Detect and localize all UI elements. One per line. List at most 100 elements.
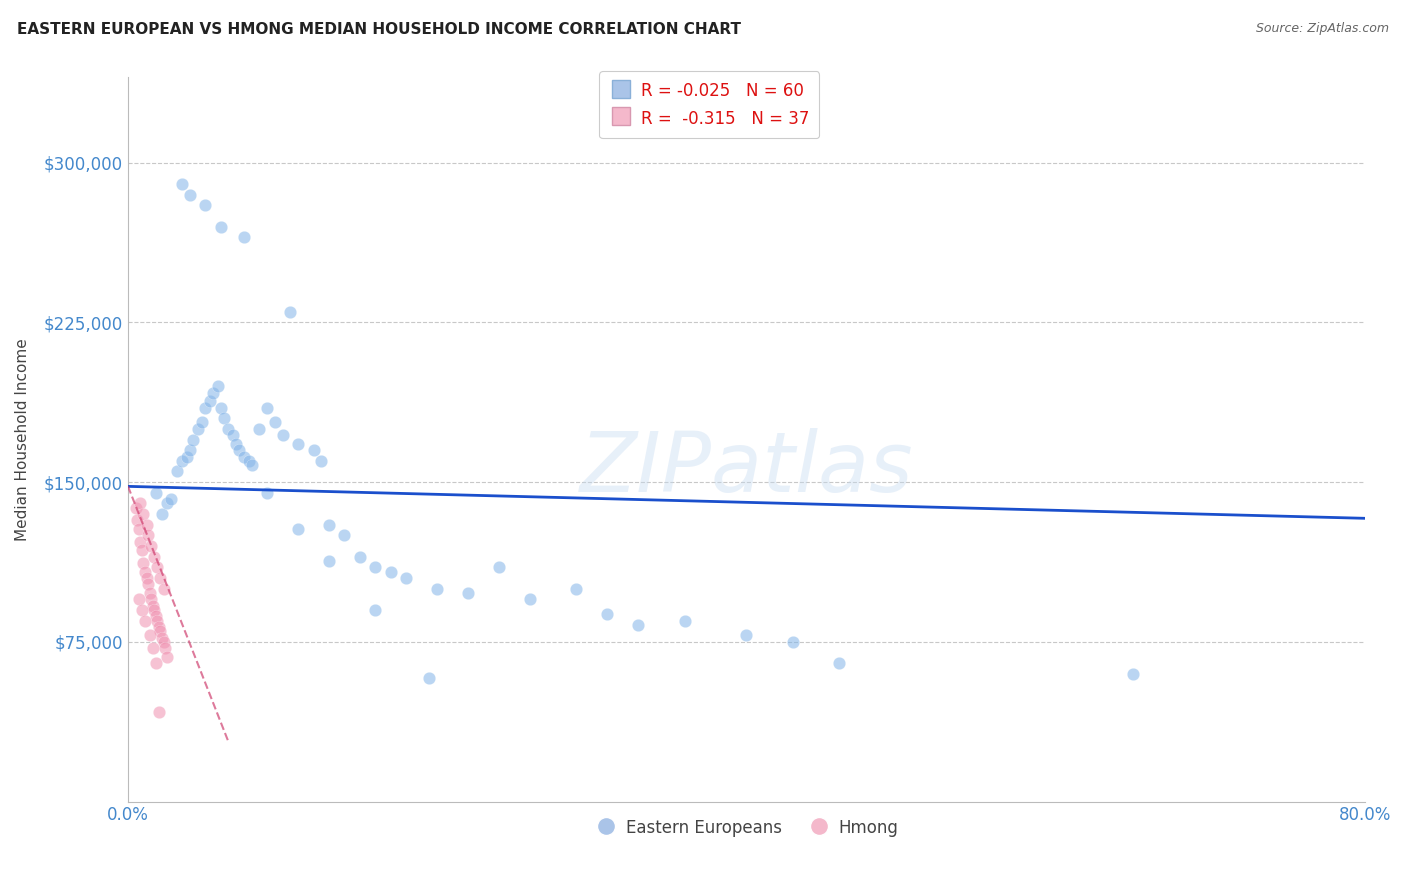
Point bbox=[156, 496, 179, 510]
Point bbox=[309, 454, 332, 468]
Point bbox=[212, 411, 235, 425]
Point bbox=[488, 560, 510, 574]
Point bbox=[218, 422, 240, 436]
Legend: Eastern Europeans, Hmong: Eastern Europeans, Hmong bbox=[588, 812, 905, 844]
Point bbox=[179, 443, 201, 458]
Point bbox=[152, 635, 174, 649]
Point bbox=[146, 614, 169, 628]
Point bbox=[271, 428, 294, 442]
Point bbox=[150, 507, 173, 521]
Point bbox=[143, 603, 166, 617]
Point bbox=[149, 624, 172, 639]
Point bbox=[828, 656, 851, 670]
Point bbox=[129, 534, 152, 549]
Point bbox=[134, 614, 156, 628]
Point bbox=[135, 517, 157, 532]
Point bbox=[364, 560, 387, 574]
Point bbox=[457, 586, 479, 600]
Point bbox=[131, 543, 153, 558]
Point bbox=[194, 401, 217, 415]
Point bbox=[333, 528, 356, 542]
Point bbox=[207, 379, 229, 393]
Point bbox=[146, 560, 169, 574]
Point bbox=[150, 631, 173, 645]
Point bbox=[128, 592, 150, 607]
Point bbox=[349, 549, 371, 564]
Point bbox=[145, 609, 167, 624]
Point bbox=[565, 582, 588, 596]
Point bbox=[145, 485, 167, 500]
Point bbox=[136, 577, 159, 591]
Point bbox=[202, 385, 225, 400]
Point bbox=[735, 628, 758, 642]
Point bbox=[172, 454, 194, 468]
Point bbox=[380, 565, 402, 579]
Point bbox=[145, 656, 167, 670]
Point bbox=[228, 443, 250, 458]
Point bbox=[191, 416, 214, 430]
Point bbox=[222, 428, 245, 442]
Point bbox=[364, 603, 387, 617]
Point bbox=[233, 230, 256, 244]
Point bbox=[395, 571, 418, 585]
Point bbox=[256, 485, 278, 500]
Text: EASTERN EUROPEAN VS HMONG MEDIAN HOUSEHOLD INCOME CORRELATION CHART: EASTERN EUROPEAN VS HMONG MEDIAN HOUSEHO… bbox=[17, 22, 741, 37]
Point bbox=[143, 549, 166, 564]
Point bbox=[138, 586, 160, 600]
Point bbox=[142, 641, 165, 656]
Point bbox=[256, 401, 278, 415]
Point bbox=[1122, 666, 1144, 681]
Point bbox=[198, 394, 221, 409]
Point bbox=[156, 649, 179, 664]
Point bbox=[302, 443, 325, 458]
Point bbox=[136, 528, 159, 542]
Point bbox=[426, 582, 449, 596]
Point bbox=[149, 571, 172, 585]
Point bbox=[209, 219, 232, 234]
Point bbox=[287, 436, 309, 450]
Point bbox=[209, 401, 232, 415]
Point bbox=[141, 539, 163, 553]
Point bbox=[132, 507, 155, 521]
Point bbox=[596, 607, 619, 622]
Point bbox=[132, 556, 155, 570]
Point bbox=[673, 614, 696, 628]
Point bbox=[135, 571, 157, 585]
Point bbox=[418, 671, 440, 685]
Text: Source: ZipAtlas.com: Source: ZipAtlas.com bbox=[1256, 22, 1389, 36]
Point bbox=[160, 492, 183, 507]
Point bbox=[166, 465, 188, 479]
Point bbox=[519, 592, 541, 607]
Point bbox=[181, 433, 204, 447]
Point bbox=[194, 198, 217, 212]
Point bbox=[176, 450, 198, 464]
Point bbox=[782, 635, 804, 649]
Point bbox=[263, 416, 285, 430]
Point bbox=[318, 554, 340, 568]
Point bbox=[148, 705, 170, 719]
Point bbox=[172, 177, 194, 191]
Point bbox=[187, 422, 209, 436]
Point bbox=[318, 517, 340, 532]
Point bbox=[152, 582, 174, 596]
Point bbox=[131, 603, 153, 617]
Point bbox=[225, 436, 247, 450]
Point bbox=[148, 620, 170, 634]
Point bbox=[627, 617, 650, 632]
Point bbox=[129, 496, 152, 510]
Point bbox=[287, 522, 309, 536]
Point bbox=[142, 599, 165, 613]
Point bbox=[125, 500, 148, 515]
Y-axis label: Median Household Income: Median Household Income bbox=[15, 338, 30, 541]
Point bbox=[179, 187, 201, 202]
Point bbox=[240, 458, 263, 472]
Point bbox=[127, 513, 149, 527]
Point bbox=[134, 565, 156, 579]
Point bbox=[278, 304, 301, 318]
Point bbox=[128, 522, 150, 536]
Point bbox=[238, 454, 260, 468]
Text: ZIPatlas: ZIPatlas bbox=[579, 428, 914, 509]
Point bbox=[249, 422, 271, 436]
Point bbox=[153, 641, 176, 656]
Point bbox=[141, 592, 163, 607]
